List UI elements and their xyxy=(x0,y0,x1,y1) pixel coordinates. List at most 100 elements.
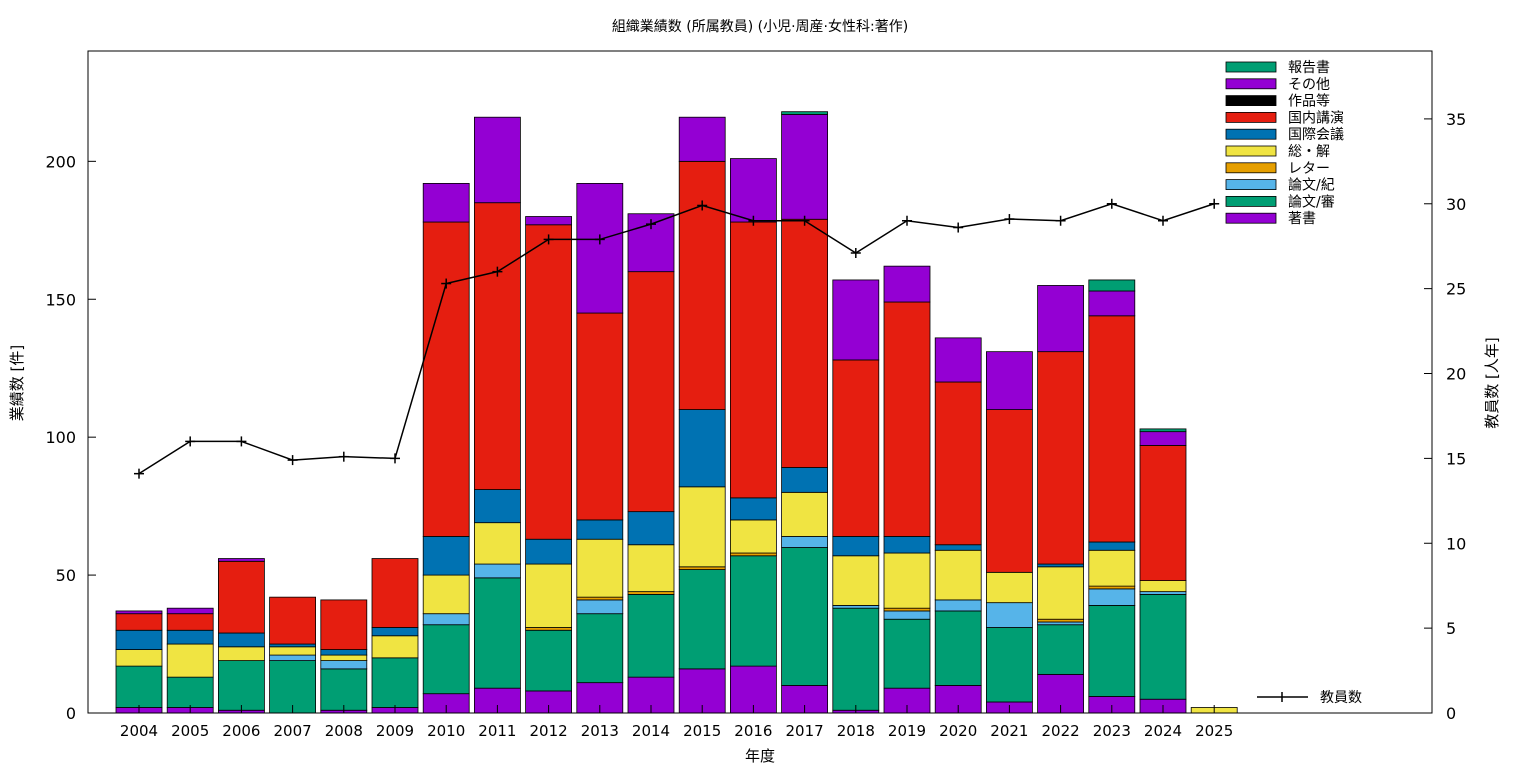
bar-segment xyxy=(1037,563,1084,568)
bar-segment xyxy=(320,649,368,656)
line-layer xyxy=(134,198,1220,479)
legend-item: 総・解 xyxy=(1225,144,1330,160)
bar-segment xyxy=(473,202,521,490)
bar-segment xyxy=(730,221,777,499)
bar-segment xyxy=(217,632,265,648)
bar-segment xyxy=(576,538,624,598)
line-point xyxy=(748,215,759,226)
y2-tick-label: 25 xyxy=(1446,280,1466,299)
bar-segment xyxy=(371,635,419,659)
bar-segment xyxy=(678,566,726,570)
x-tick-label: 2016 xyxy=(734,722,772,740)
y2-tick-label: 30 xyxy=(1446,195,1466,214)
bar-segment xyxy=(1088,541,1136,551)
line-point xyxy=(850,247,861,258)
line-point xyxy=(390,453,400,464)
bar-segment xyxy=(781,114,828,220)
bar-segment xyxy=(832,607,880,711)
bar-segment xyxy=(320,668,368,711)
bar-segment xyxy=(883,552,931,609)
x-axis-label: 年度 xyxy=(745,747,775,765)
bar-segment xyxy=(1088,588,1136,606)
bar-segment xyxy=(320,654,368,661)
bar-segment xyxy=(166,629,214,645)
bar-segment xyxy=(781,547,828,686)
bar-segment xyxy=(781,536,828,548)
y2-tick-label: 10 xyxy=(1446,534,1466,553)
bar-segment xyxy=(371,657,419,708)
bar-segment xyxy=(525,627,572,631)
bar-segment xyxy=(934,337,982,383)
legend-swatch xyxy=(1225,61,1277,73)
bar-segment xyxy=(1037,618,1084,623)
line-point xyxy=(594,234,605,245)
bar-segment xyxy=(576,182,624,314)
bar-segment xyxy=(832,536,880,557)
legend-swatch xyxy=(1225,212,1277,224)
bar-segment xyxy=(320,660,368,670)
y-tick-label: 150 xyxy=(45,290,76,309)
legend-item: 論文/審 xyxy=(1225,194,1335,210)
chart-title: 組織業績数 (所属教員) (小児·周産·女性科:著作) xyxy=(612,18,908,35)
bar-segment xyxy=(576,519,624,540)
bar-segment xyxy=(781,111,828,115)
line-point xyxy=(953,222,964,233)
y-axis-label: 業績数 [件] xyxy=(8,345,26,421)
legend-swatch xyxy=(1225,195,1277,207)
bar-segment xyxy=(678,486,726,568)
line-point xyxy=(1106,198,1117,209)
legend-label: 作品等 xyxy=(1288,93,1330,110)
bar-segment xyxy=(525,538,572,565)
bar-segment xyxy=(1139,428,1187,433)
x-tick-label: 2019 xyxy=(888,722,926,740)
bar-segment xyxy=(986,409,1033,573)
bar-segment xyxy=(730,519,777,554)
bar-segment xyxy=(217,646,265,661)
bar-segment xyxy=(883,618,931,689)
legend-item: レター xyxy=(1225,161,1330,177)
bar-segment xyxy=(1037,621,1084,626)
line-point xyxy=(799,215,810,226)
legend-item-line: 教員数 xyxy=(1257,690,1362,706)
bar-segment xyxy=(115,613,163,631)
bar-segment xyxy=(730,552,777,557)
legend-label: その他 xyxy=(1288,77,1330,93)
x-tick-label: 2021 xyxy=(990,722,1028,740)
bar-segment xyxy=(1088,585,1136,590)
bar-segment xyxy=(883,536,931,554)
x-tick-label: 2013 xyxy=(581,722,619,740)
bar-segment xyxy=(473,489,521,524)
y2-tick-label: 0 xyxy=(1446,704,1456,723)
legend-label: 総・解 xyxy=(1288,144,1330,160)
line-point xyxy=(338,451,349,462)
x-tick-label: 2004 xyxy=(120,722,158,740)
bar-segment xyxy=(525,224,572,540)
bar-segment xyxy=(422,574,470,615)
bar-segment xyxy=(115,610,163,615)
x-tick-label: 2006 xyxy=(222,722,260,740)
x-tick-label: 2007 xyxy=(274,722,312,740)
line-point xyxy=(697,200,708,211)
bar-segment xyxy=(422,536,470,576)
legend-swatch xyxy=(1225,162,1277,174)
legend-item: その他 xyxy=(1225,77,1330,93)
bar-segment xyxy=(269,646,317,656)
bar-segment xyxy=(832,605,880,609)
x-tick-label: 2020 xyxy=(939,722,977,740)
y-tick-label: 50 xyxy=(56,566,76,585)
bar-segment xyxy=(1139,431,1187,446)
legend-item: 作品等 xyxy=(1225,93,1330,110)
line-point xyxy=(492,266,503,277)
bar-segment xyxy=(115,665,163,708)
x-tick-label: 2018 xyxy=(837,722,875,740)
legend-label: 教員数 xyxy=(1320,690,1362,706)
bar-segment xyxy=(1037,624,1084,675)
bar-segment xyxy=(1088,315,1136,543)
x-tick-label: 2010 xyxy=(427,722,465,740)
legend-label: 国内講演 xyxy=(1288,110,1344,126)
bar-segment xyxy=(730,497,777,521)
bar-segment xyxy=(934,544,982,551)
bar-segment xyxy=(883,265,931,303)
